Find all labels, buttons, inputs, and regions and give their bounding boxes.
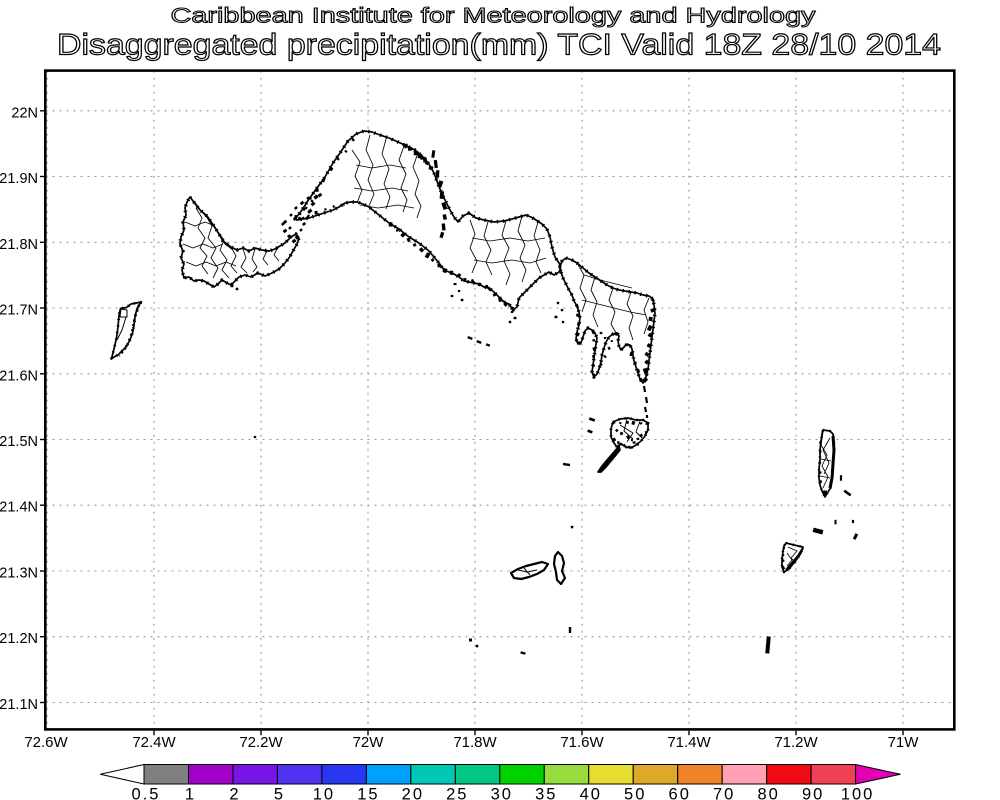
svg-text:25: 25 [446,786,468,800]
svg-text:50: 50 [624,786,646,800]
svg-text:21.5N: 21.5N [0,434,38,450]
svg-text:15: 15 [357,786,379,800]
svg-text:72W: 72W [353,734,385,751]
svg-text:21.6N: 21.6N [0,368,38,384]
svg-text:Caribbean Institute for Meteor: Caribbean Institute for Meteorology and … [171,5,817,28]
svg-text:21.8N: 21.8N [0,237,38,253]
svg-text:21.7N: 21.7N [0,303,38,319]
svg-text:Disaggregated precipitation(mm: Disaggregated precipitation(mm) TCI Vali… [57,29,941,62]
svg-text:21.3N: 21.3N [0,566,38,582]
svg-text:0.5: 0.5 [132,786,161,800]
svg-text:100: 100 [841,786,875,800]
svg-text:2: 2 [229,786,240,800]
svg-text:40: 40 [580,786,602,800]
svg-text:90: 90 [802,786,824,800]
svg-text:1: 1 [185,786,196,800]
svg-text:22N: 22N [11,105,38,121]
svg-text:5: 5 [274,786,285,800]
svg-text:21.4N: 21.4N [0,500,38,516]
svg-text:71W: 71W [888,734,920,751]
svg-text:20: 20 [402,786,424,800]
svg-text:10: 10 [313,786,335,800]
svg-text:71.4W: 71.4W [667,734,711,751]
svg-text:71.8W: 71.8W [453,734,497,751]
svg-text:60: 60 [669,786,691,800]
svg-text:72.4W: 72.4W [132,734,176,751]
svg-text:71.2W: 71.2W [774,734,818,751]
svg-text:72.6W: 72.6W [24,734,68,751]
svg-text:80: 80 [757,786,779,800]
svg-text:71.6W: 71.6W [560,734,604,751]
svg-text:21.2N: 21.2N [0,631,38,647]
svg-text:35: 35 [535,786,557,800]
svg-text:21.1N: 21.1N [0,697,38,713]
svg-text:70: 70 [713,786,735,800]
svg-text:30: 30 [491,786,513,800]
svg-text:21.9N: 21.9N [0,171,38,187]
svg-text:72.2W: 72.2W [239,734,283,751]
